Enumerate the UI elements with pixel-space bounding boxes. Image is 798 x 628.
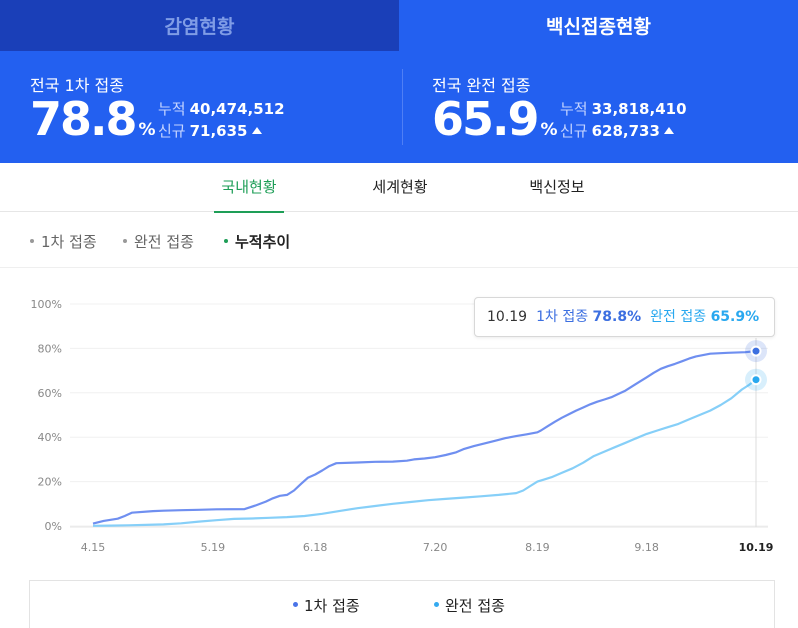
bullet-icon [123,239,127,243]
filter-cumulative-label: 누적추이 [235,233,291,251]
x-tick-label: 6.18 [303,541,328,554]
tab-vaccination-status[interactable]: 백신접종현황 [399,0,798,51]
legend-first-dose-label: 1차 접종 [304,597,360,615]
chart-legend: 1차 접종 완전 접종 [29,580,775,628]
x-tick-label: 7.20 [423,541,448,554]
x-tick-label: 5.19 [201,541,226,554]
first-dose-new-label: 신규 [158,122,186,140]
bullet-icon [224,239,228,243]
tab-vaccine-info[interactable]: 백신정보 [529,178,585,196]
y-tick-label: 20% [38,476,62,489]
first-dose-total-value: 40,474,512 [189,100,285,118]
full-dose-new: 신규 628,733 [560,120,687,142]
first-dose-series-line [92,350,757,525]
stats-panel: 전국 1차 접종 78.8% 누적 40,474,512 신규 71,635 전국 … [0,51,798,163]
tab-domestic[interactable]: 국내현황 [214,163,284,213]
full-dose-percent: 65.9% [432,91,558,158]
x-tick-label: 4.15 [81,541,106,554]
tooltip-full-value: 65.9% [710,309,760,325]
filter-cumulative[interactable]: 누적추이 [224,231,290,252]
x-tick-label: 8.19 [525,541,550,554]
tooltip-full-dose: 완전 접종 65.9% [650,309,759,325]
first-dose-details: 누적 40,474,512 신규 71,635 [158,98,285,142]
filter-first-dose-label: 1차 접종 [41,233,97,251]
full-dose-new-label: 신규 [560,122,588,140]
full-dose-label: 전국 완전 접종 [432,76,531,95]
stat-divider [402,69,403,145]
y-tick-label: 80% [38,342,62,355]
tooltip-first-value: 78.8% [592,309,642,325]
legend-first-dose[interactable]: 1차 접종 [293,595,360,616]
legend-full-dose-label: 완전 접종 [445,597,505,615]
first-dose-percent-unit: % [138,120,156,140]
first-dose-new-value: 71,635 [189,122,248,140]
full-dose-new-value: 628,733 [591,122,660,140]
y-tick-label: 100% [31,298,62,311]
first-dose-percent-value: 78.8 [30,92,137,146]
full-dose-point [750,374,762,386]
first-dose-percent: 78.8% [30,91,156,158]
tab-infection-status[interactable]: 감염현황 [0,0,399,51]
sub-tabs: 국내현황 세계현황 백신정보 [0,163,798,213]
bullet-icon [434,602,439,607]
bullet-icon [293,602,298,607]
filter-full-dose[interactable]: 완전 접종 [123,231,194,252]
full-dose-percent-value: 65.9 [432,92,539,146]
first-dose-label: 전국 1차 접종 [30,76,124,95]
tooltip-date: 10.19 [487,309,528,325]
filter-row: 1차 접종 완전 접종 누적추이 [0,212,798,268]
full-dose-total: 누적 33,818,410 [560,98,687,120]
y-tick-label: 60% [38,387,62,400]
tooltip-first-dose: 1차 접종 78.8% [536,309,641,325]
first-dose-point [750,345,762,357]
y-tick-label: 0% [45,520,62,533]
x-tick-label: 9.18 [634,541,659,554]
y-tick-label: 40% [38,431,62,444]
first-dose-new: 신규 71,635 [158,120,285,142]
filter-first-dose[interactable]: 1차 접종 [30,231,97,252]
top-tabs: 감염현황 백신접종현황 [0,0,798,51]
full-dose-details: 누적 33,818,410 신규 628,733 [560,98,687,142]
full-dose-series-line [92,378,757,527]
bullet-icon [30,239,34,243]
tooltip-first-label: 1차 접종 [536,309,589,325]
triangle-up-icon [251,127,262,134]
legend-full-dose[interactable]: 완전 접종 [434,595,505,616]
triangle-up-icon [663,127,674,134]
full-dose-total-label: 누적 [560,100,588,118]
full-dose-total-value: 33,818,410 [591,100,687,118]
x-tick-label: 10.19 [739,541,774,554]
full-dose-percent-unit: % [540,120,558,140]
tooltip-full-label: 완전 접종 [650,309,707,325]
filter-full-dose-label: 완전 접종 [134,233,194,251]
first-dose-total-label: 누적 [158,100,186,118]
tab-world[interactable]: 세계현황 [372,178,428,196]
chart-tooltip: 10.19 1차 접종 78.8% 완전 접종 65.9% [474,297,775,337]
first-dose-total: 누적 40,474,512 [158,98,285,120]
